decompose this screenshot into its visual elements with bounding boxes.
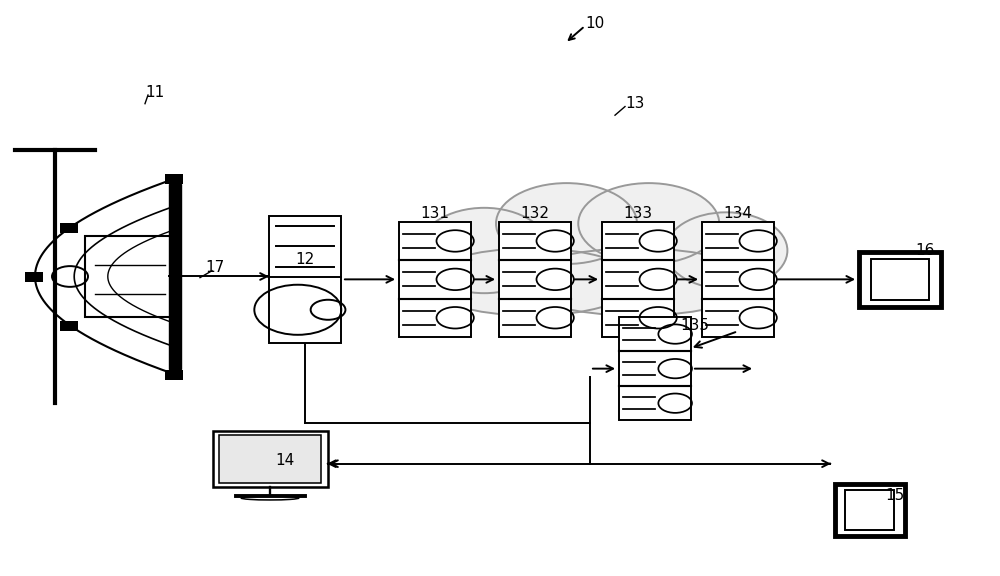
- Text: 133: 133: [623, 206, 653, 221]
- Bar: [25, 272, 43, 282]
- Text: 12: 12: [295, 252, 315, 267]
- Bar: [85, 236, 175, 317]
- Ellipse shape: [578, 183, 719, 264]
- Bar: [399, 222, 471, 337]
- Ellipse shape: [426, 248, 637, 316]
- Bar: [219, 435, 321, 483]
- Bar: [619, 317, 691, 420]
- Bar: [60, 223, 78, 233]
- Text: 13: 13: [625, 96, 645, 111]
- Bar: [213, 431, 328, 487]
- Bar: [165, 370, 183, 380]
- Bar: [499, 222, 571, 337]
- Text: 132: 132: [520, 206, 550, 221]
- Text: 131: 131: [420, 206, 450, 221]
- Text: 17: 17: [205, 260, 225, 275]
- Bar: [165, 174, 183, 184]
- Bar: [871, 259, 929, 300]
- Text: 10: 10: [585, 16, 605, 31]
- Ellipse shape: [665, 213, 787, 289]
- Ellipse shape: [496, 183, 637, 264]
- Bar: [169, 184, 181, 369]
- Bar: [602, 222, 674, 337]
- Text: 16: 16: [915, 243, 935, 258]
- Bar: [269, 216, 341, 343]
- Text: 11: 11: [145, 85, 165, 100]
- Text: 15: 15: [885, 488, 905, 503]
- Bar: [835, 484, 905, 536]
- Text: 14: 14: [275, 453, 295, 468]
- Bar: [845, 490, 894, 530]
- Bar: [859, 252, 941, 306]
- Bar: [60, 321, 78, 331]
- Ellipse shape: [520, 248, 755, 316]
- Ellipse shape: [418, 208, 550, 293]
- Text: 135: 135: [680, 318, 710, 333]
- Text: 134: 134: [724, 206, 753, 221]
- Bar: [702, 222, 774, 337]
